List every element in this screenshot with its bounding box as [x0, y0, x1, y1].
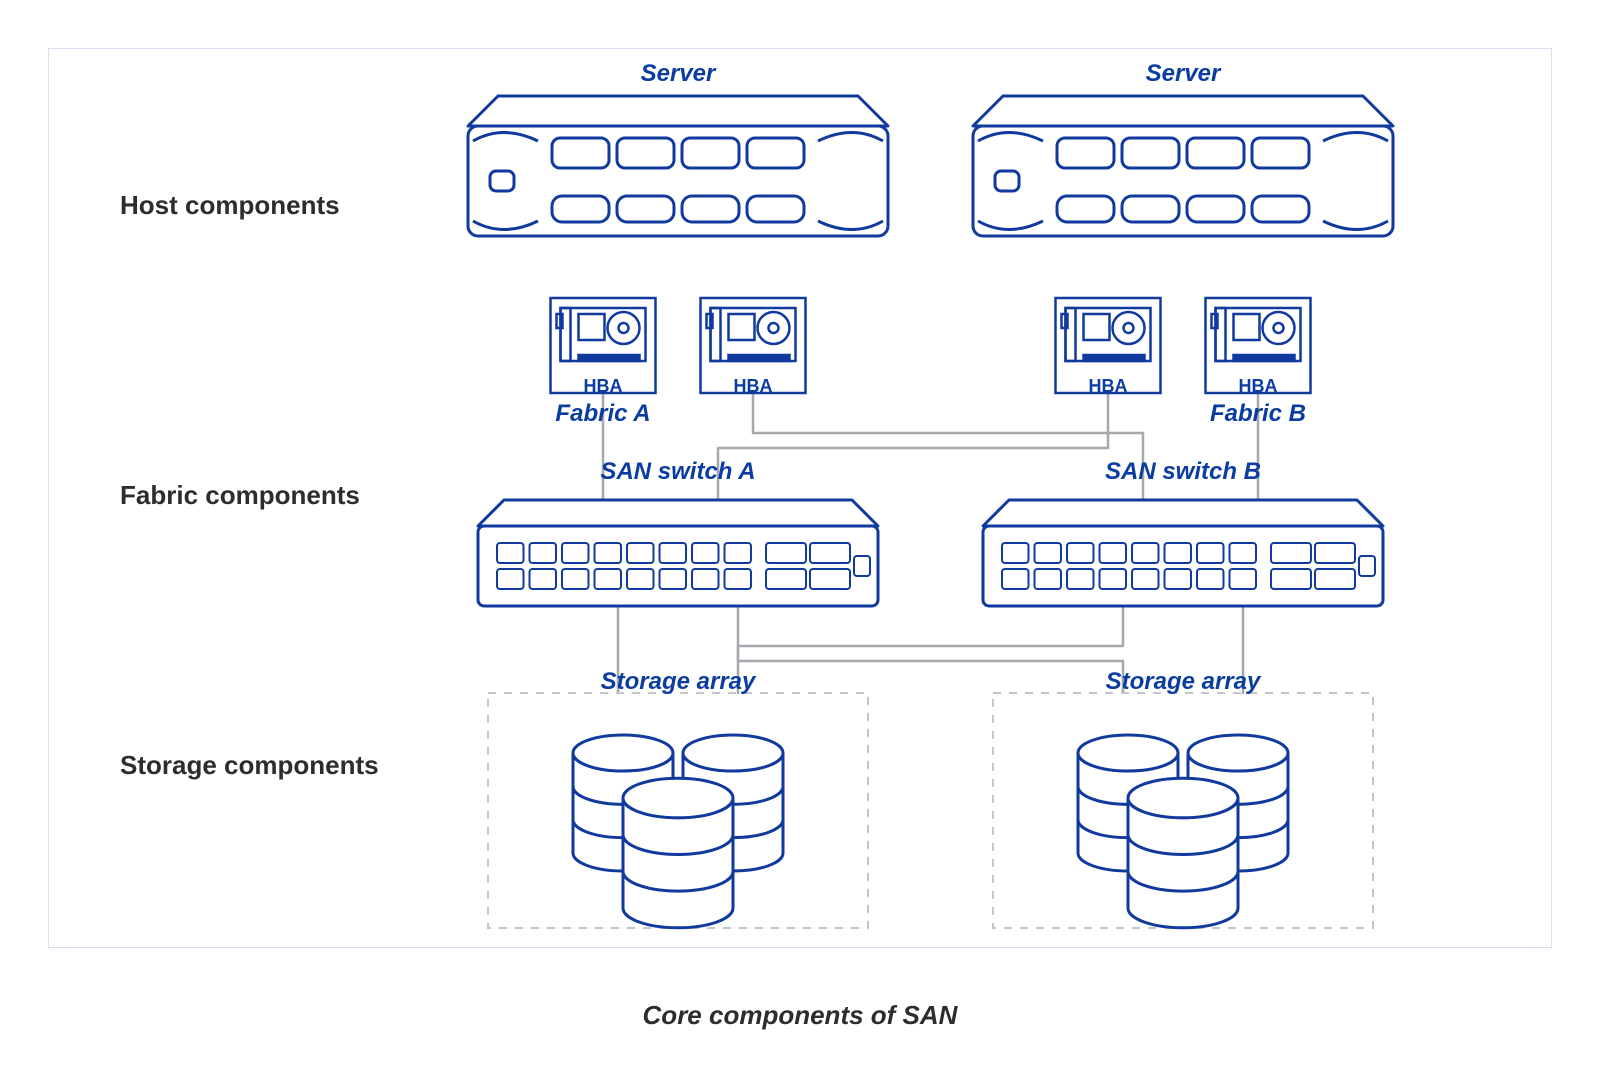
label-hba-a2: HBA: [734, 376, 773, 397]
diagram-caption: Core components of SAN: [0, 1000, 1600, 1031]
label-storage-array-b: Storage array: [1106, 668, 1261, 696]
label-hba-b2: HBA: [1239, 376, 1278, 397]
label-san-switch-a: SAN switch A: [600, 458, 755, 486]
label-hba-a1: HBA: [584, 376, 623, 397]
row-label-host: Host components: [120, 190, 340, 221]
label-server-b: Server: [1146, 60, 1221, 88]
row-label-storage: Storage components: [120, 750, 379, 781]
row-label-fabric: Fabric components: [120, 480, 360, 511]
label-storage-array-a: Storage array: [601, 668, 756, 696]
label-fabric-b: Fabric B: [1210, 400, 1306, 428]
label-hba-b1: HBA: [1089, 376, 1128, 397]
label-fabric-a: Fabric A: [555, 400, 650, 428]
label-server-a: Server: [641, 60, 716, 88]
label-san-switch-b: SAN switch B: [1105, 458, 1261, 486]
diagram-page: Host components Fabric components Storag…: [0, 0, 1600, 1075]
